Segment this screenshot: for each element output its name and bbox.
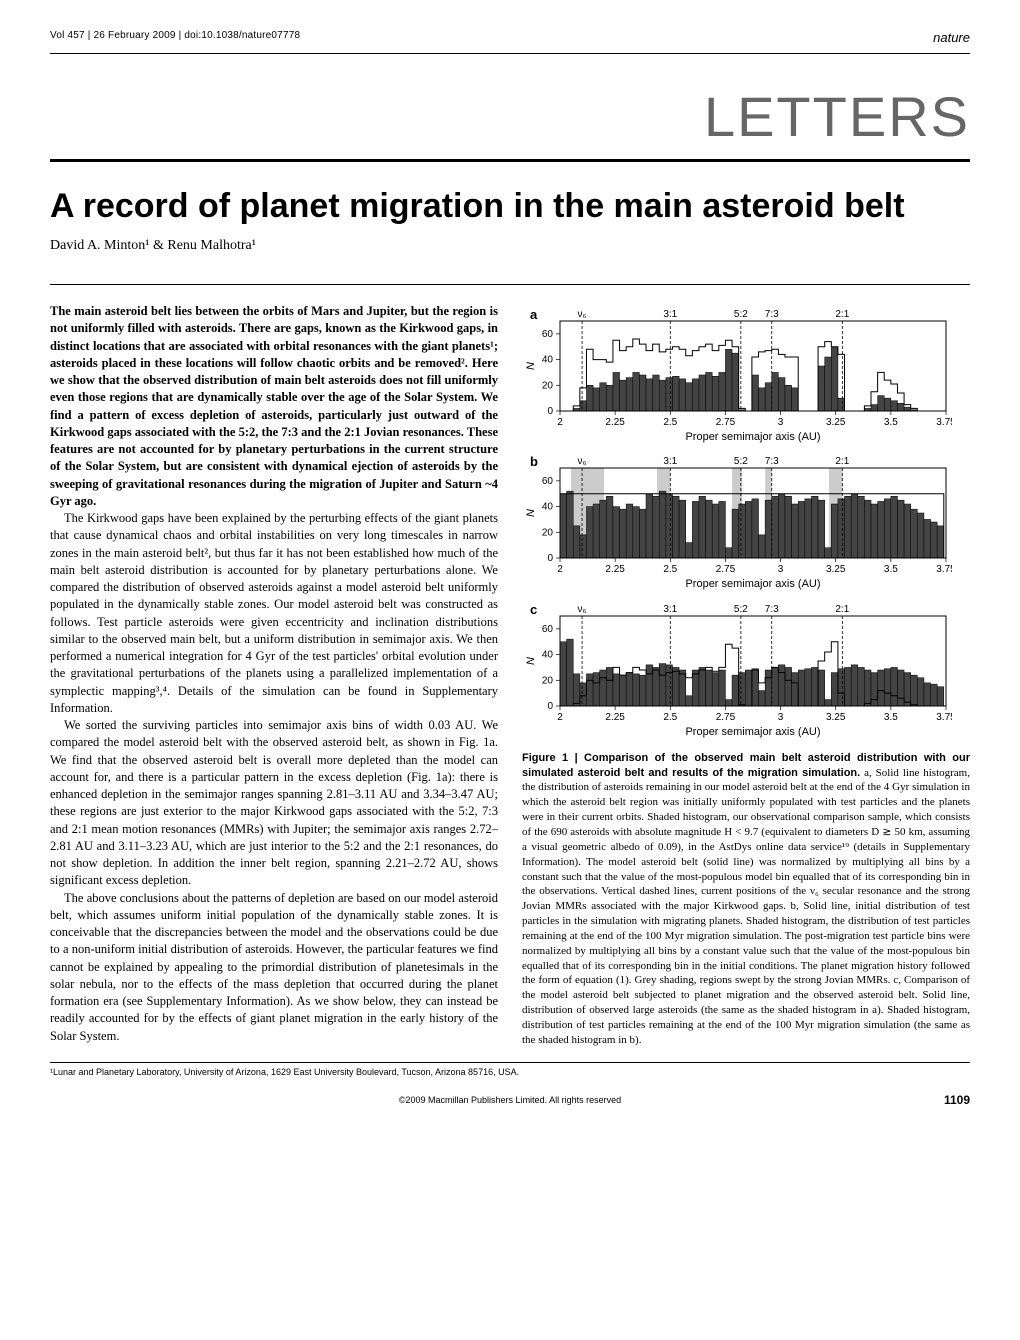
svg-text:Proper semimajor axis (AU): Proper semimajor axis (AU) [685,578,820,590]
figure-panel-a: ν₆ 3:1 5:2 7:3 2:1 2 2.25 2.5 2.75 3 3.25 3.5 3.75 Pr… [522,303,952,443]
svg-text:2:1: 2:1 [835,456,849,467]
svg-text:3:1: 3:1 [663,456,677,467]
header-citation: Vol 457 | 26 February 2009 | doi:10.1038… [50,30,300,45]
right-column: ν₆ 3:1 5:2 7:3 2:1 2 2.25 2.5 2.75 3 3.25 3.5 3.75 Pr… [522,303,970,1048]
svg-text:2.75: 2.75 [716,564,736,575]
svg-text:3.25: 3.25 [826,712,846,723]
figure-1: ν₆ 3:1 5:2 7:3 2:1 2 2.25 2.5 2.75 3 3.25 3.5 3.75 Pr… [522,303,970,743]
svg-text:c: c [530,602,537,617]
svg-text:3.25: 3.25 [826,417,846,428]
svg-text:N: N [525,362,537,370]
svg-text:2.5: 2.5 [663,417,677,428]
svg-text:3.75: 3.75 [936,712,952,723]
svg-text:2.25: 2.25 [605,417,625,428]
svg-text:2:1: 2:1 [835,309,849,320]
svg-text:3.5: 3.5 [884,564,898,575]
svg-text:5:2: 5:2 [734,456,748,467]
svg-text:7:3: 7:3 [765,309,779,320]
caption-a: a, Solid line histogram, the distributio… [522,767,970,913]
journal-name: nature [933,30,970,45]
svg-text:20: 20 [542,675,554,686]
article-title: A record of planet migration in the main… [50,187,970,226]
svg-text:ν₆: ν₆ [578,309,587,320]
svg-text:60: 60 [542,329,554,340]
svg-text:0: 0 [547,553,553,564]
svg-text:40: 40 [542,502,554,513]
svg-text:2.75: 2.75 [716,712,736,723]
svg-text:2.25: 2.25 [605,712,625,723]
left-column: The main asteroid belt lies between the … [50,303,498,1048]
svg-text:5:2: 5:2 [734,604,748,615]
svg-text:7:3: 7:3 [765,604,779,615]
svg-text:ν₆: ν₆ [578,456,587,467]
affiliation: ¹Lunar and Planetary Laboratory, Univers… [50,1062,970,1077]
rule-top [50,53,970,54]
svg-text:N: N [525,509,537,517]
svg-text:3: 3 [778,712,784,723]
svg-text:20: 20 [542,528,554,539]
svg-text:a: a [530,307,538,322]
svg-text:3.75: 3.75 [936,564,952,575]
svg-text:2:1: 2:1 [835,604,849,615]
figure-panel-c: ν₆ 3:1 5:2 7:3 2:1 2 2.25 2.5 2.75 3 3.25 3.5 3.75 Pr… [522,598,952,738]
svg-text:0: 0 [547,406,553,417]
svg-text:60: 60 [542,623,554,634]
svg-text:N: N [525,656,537,664]
svg-text:3: 3 [778,417,784,428]
svg-text:0: 0 [547,701,553,712]
svg-text:Proper semimajor axis (AU): Proper semimajor axis (AU) [685,431,820,443]
svg-text:2: 2 [557,564,563,575]
abstract: The main asteroid belt lies between the … [50,303,498,510]
svg-text:60: 60 [542,476,554,487]
body-para-1: The Kirkwood gaps have been explained by… [50,510,498,717]
svg-text:3.25: 3.25 [826,564,846,575]
svg-text:2.75: 2.75 [716,417,736,428]
svg-text:2: 2 [557,417,563,428]
svg-text:3: 3 [778,564,784,575]
rule-mid [50,159,970,162]
svg-text:2.25: 2.25 [605,564,625,575]
svg-text:2.5: 2.5 [663,564,677,575]
svg-text:40: 40 [542,649,554,660]
figure-caption: Figure 1 | Comparison of the observed ma… [522,751,970,1048]
svg-text:b: b [530,454,538,469]
svg-text:5:2: 5:2 [734,309,748,320]
svg-text:2.5: 2.5 [663,712,677,723]
svg-text:3:1: 3:1 [663,604,677,615]
section-heading: LETTERS [50,84,970,149]
svg-text:2: 2 [557,712,563,723]
svg-text:20: 20 [542,380,554,391]
svg-text:3.75: 3.75 [936,417,952,428]
figure-panel-b: ν₆ 3:1 5:2 7:3 2:1 2 2.25 2.5 2.75 3 3.25 3.5 3.75 Pr… [522,450,952,590]
svg-text:3.5: 3.5 [884,417,898,428]
svg-text:ν₆: ν₆ [578,604,587,615]
authors: David A. Minton¹ & Renu Malhotra¹ [50,238,970,254]
body-para-3: The above conclusions about the patterns… [50,890,498,1045]
svg-text:3.5: 3.5 [884,712,898,723]
svg-text:Proper semimajor axis (AU): Proper semimajor axis (AU) [685,726,820,738]
body-para-2: We sorted the surviving particles into s… [50,717,498,890]
svg-text:7:3: 7:3 [765,456,779,467]
svg-text:3:1: 3:1 [663,309,677,320]
svg-text:40: 40 [542,355,554,366]
rule-thin [50,284,970,285]
